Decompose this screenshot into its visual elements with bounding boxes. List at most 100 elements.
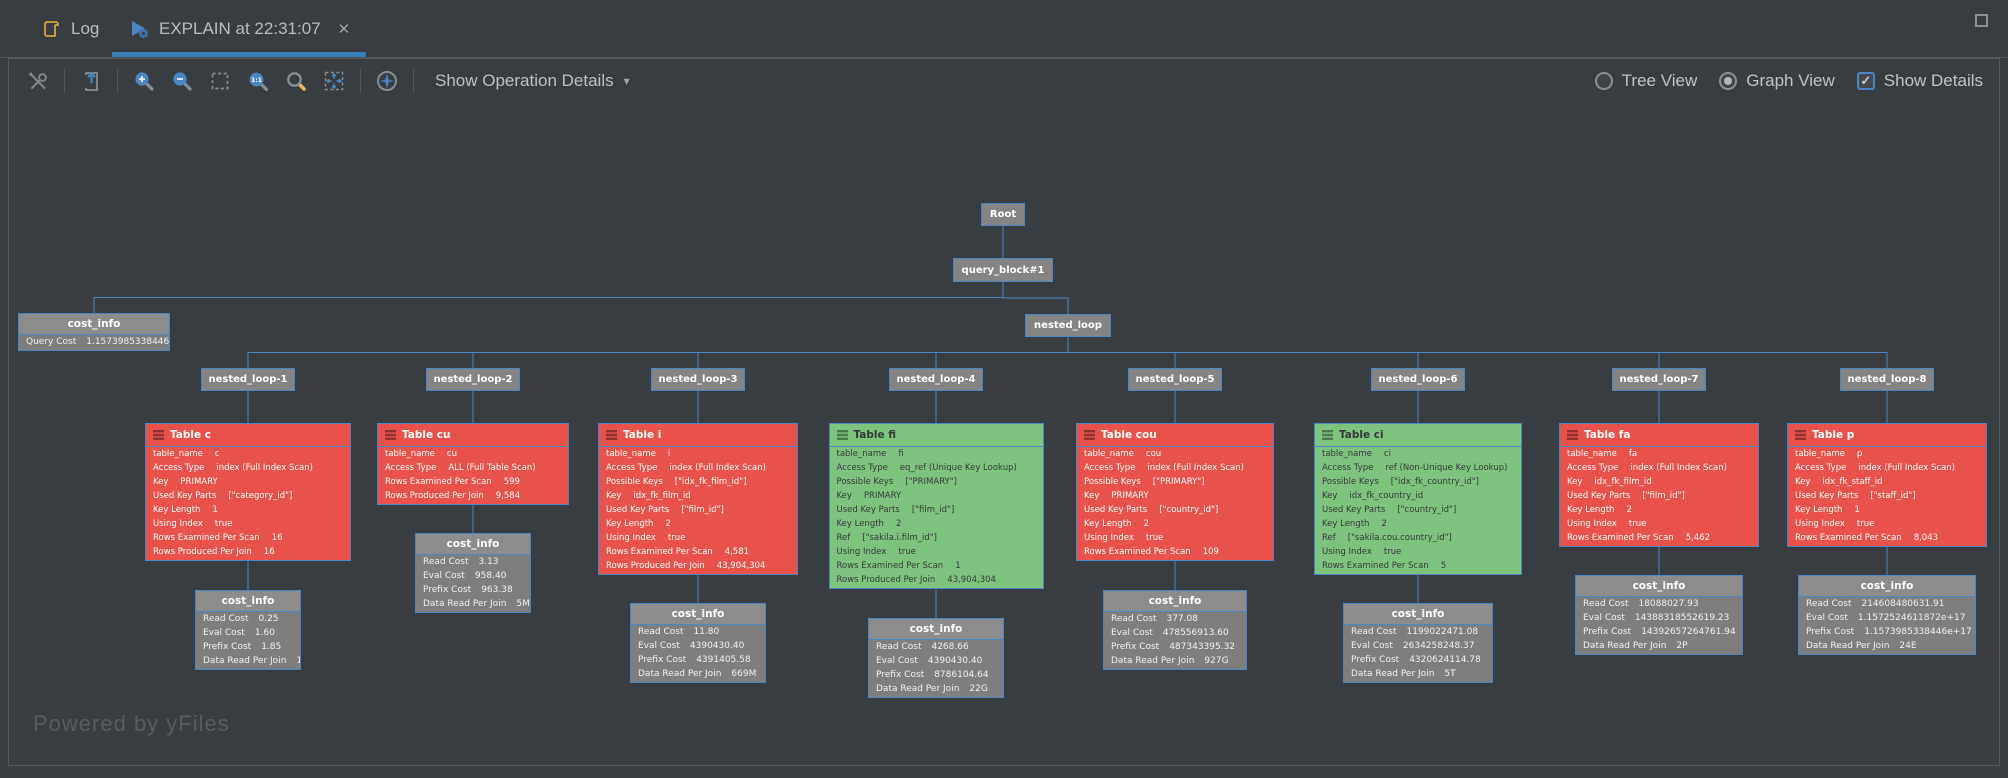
graph-node-nl6[interactable]: nested_loop-6 xyxy=(1371,368,1465,391)
graph-node-tfi[interactable]: Table fi table_name fi Access Type eq_ref (U… xyxy=(828,423,1044,589)
graph-node-ti[interactable]: Table i table_name i Access Type index (Full… xyxy=(598,423,798,575)
cost-row: Eval Cost 478556913.60 xyxy=(1104,626,1246,640)
row-label: Rows Produced Per Join xyxy=(836,575,936,585)
graph-node-tcu[interactable]: Table cu table_name cu Access Type ALL (Full… xyxy=(377,423,569,505)
graph-view-radio[interactable]: Graph View xyxy=(1719,71,1835,91)
tab-explain[interactable]: EXPLAIN at 22:31:07 ✕ xyxy=(112,0,367,57)
graph-node-nl2[interactable]: nested_loop-2 xyxy=(426,368,520,391)
row-value: 1 xyxy=(1854,505,1860,515)
table-row: Rows Examined Per Scan 5 xyxy=(1315,559,1521,573)
table-header: Table p xyxy=(1788,424,1986,447)
operation-details-label: Show Operation Details xyxy=(435,71,614,90)
row-value: ["country_id"] xyxy=(1397,505,1457,515)
table-row: Rows Produced Per Join 43,904,304 xyxy=(830,573,1043,587)
cost-row: Read Cost 11.80 xyxy=(631,625,765,639)
graph-node-qc_cost[interactable]: cost_info Query Cost 1.1573985338446e+17 xyxy=(18,313,170,351)
graph-node-tfi_cost[interactable]: cost_info Read Cost 4268.66 Eval Cost 439043… xyxy=(868,618,1004,698)
cost-row: Eval Cost 1.1572524611872e+17 xyxy=(1799,611,1975,625)
actual-size-icon[interactable]: 1:1 xyxy=(244,67,272,95)
row-label: Key Length xyxy=(1567,505,1615,515)
table-row: Key PRIMARY xyxy=(830,489,1043,503)
graph-node-tc[interactable]: Table c table_name c Access Type index (Full… xyxy=(145,423,351,561)
table-row: Key idx_fk_country_id xyxy=(1315,489,1521,503)
cost-row: Read Cost 377.08 xyxy=(1104,612,1246,626)
graph-node-tfa[interactable]: Table fa table_name fa Access Type index (Fu… xyxy=(1559,423,1759,547)
magnifier-icon[interactable] xyxy=(282,67,310,95)
tab-log[interactable]: Log xyxy=(26,0,115,57)
fit-content-icon[interactable] xyxy=(320,67,348,95)
graph-node-tcou_cost[interactable]: cost_info Read Cost 377.08 Eval Cost 4785569… xyxy=(1103,590,1247,670)
graph-node-nested_loop[interactable]: nested_loop xyxy=(1025,314,1111,337)
row-label: Possible Keys xyxy=(1322,477,1379,487)
graph-node-tfa_cost[interactable]: cost_info Read Cost 18088027.93 Eval Cost 14… xyxy=(1575,575,1743,655)
navigation-compass-icon[interactable] xyxy=(373,67,401,95)
row-value: 1K xyxy=(296,654,300,668)
cost-row: Data Read Per Join 669M xyxy=(631,667,765,681)
table-row: Possible Keys ["PRIMARY"] xyxy=(830,475,1043,489)
table-row: Used Key Parts ["country_id"] xyxy=(1077,503,1273,517)
graph-node-query_block[interactable]: query_block#1 xyxy=(953,258,1053,282)
row-value: 958.40 xyxy=(474,571,507,581)
export-diagram-icon[interactable] xyxy=(77,67,105,95)
graph-node-nl8[interactable]: nested_loop-8 xyxy=(1840,368,1934,391)
window-control-icon[interactable] xyxy=(1975,14,1988,27)
table-row: Used Key Parts ["staff_id"] xyxy=(1788,489,1986,503)
close-icon[interactable]: ✕ xyxy=(337,20,351,38)
explain-run-icon xyxy=(132,20,149,38)
row-label: Rows Examined Per Scan xyxy=(385,477,492,487)
row-label: Data Read Per Join xyxy=(638,669,722,679)
row-value: idx_fk_film_id xyxy=(633,491,691,501)
graph-node-tci[interactable]: Table ci table_name ci Access Type ref (Non-… xyxy=(1314,423,1522,575)
show-details-checkbox[interactable]: ✓ Show Details xyxy=(1856,71,1983,91)
row-label: table_name xyxy=(1795,449,1845,459)
row-value: 487343395.32 xyxy=(1169,642,1236,652)
table-icon xyxy=(1322,430,1333,440)
graph-node-nl1[interactable]: nested_loop-1 xyxy=(201,368,295,391)
row-value: 1.85 xyxy=(261,642,282,652)
table-header: Table fa xyxy=(1560,424,1758,447)
row-label: Read Cost xyxy=(1351,627,1397,637)
chevron-down-icon: ▾ xyxy=(623,74,630,88)
row-label: Key Length xyxy=(606,519,654,529)
table-row: Access Type index (Full Index Scan) xyxy=(1788,461,1986,475)
graph-node-nl3[interactable]: nested_loop-3 xyxy=(651,368,745,391)
graph-edge xyxy=(935,337,1069,368)
graph-node-root[interactable]: Root xyxy=(981,203,1025,226)
table-title: Table cu xyxy=(402,429,451,441)
tab-log-label: Log xyxy=(71,18,100,38)
row-value: 1.1573985338446e+17 xyxy=(1864,627,1972,637)
graph-node-ti_cost[interactable]: cost_info Read Cost 11.80 Eval Cost 4390430.… xyxy=(630,603,766,683)
graph-node-tci_cost[interactable]: cost_info Read Cost 1199022471.08 Eval Cost… xyxy=(1343,603,1493,683)
table-row: Key idx_fk_staff_id xyxy=(1788,475,1986,489)
cost-row: Prefix Cost 963.38 xyxy=(416,583,530,597)
row-label: Eval Cost xyxy=(1583,613,1625,623)
tree-view-radio[interactable]: Tree View xyxy=(1594,71,1697,91)
cost-row: Eval Cost 1.60 xyxy=(196,626,300,640)
explain-graph-canvas[interactable]: Root query_block#1 cost_info Query Cost 1.15… xyxy=(9,103,1999,765)
row-label: Using Index xyxy=(606,533,656,543)
graph-node-tcu_cost[interactable]: cost_info Read Cost 3.13 Eval Cost 958.40 Pre… xyxy=(415,533,531,613)
graph-node-nl5[interactable]: nested_loop-5 xyxy=(1128,368,1222,391)
graph-node-nl7[interactable]: nested_loop-7 xyxy=(1612,368,1706,391)
zoom-in-icon[interactable] xyxy=(130,67,158,95)
graph-node-tp[interactable]: Table p table_name p Access Type index (Full… xyxy=(1787,423,1987,547)
row-label: Prefix Cost xyxy=(638,655,687,665)
cost-info-header: cost_info xyxy=(631,604,765,625)
marquee-select-icon[interactable] xyxy=(206,67,234,95)
operation-details-dropdown[interactable]: Show Operation Details ▾ xyxy=(435,71,630,91)
graph-node-nl4[interactable]: nested_loop-4 xyxy=(889,368,983,391)
view-mode-controls: Tree View Graph View ✓ Show Details xyxy=(1594,59,1983,103)
tools-icon[interactable] xyxy=(24,67,52,95)
row-label: Eval Cost xyxy=(203,628,245,638)
row-label: Data Read Per Join xyxy=(203,656,287,666)
table-row: Key Length 2 xyxy=(599,517,797,531)
cost-info-header: cost_info xyxy=(1576,576,1742,597)
cost-row: Data Read Per Join 2P xyxy=(1576,639,1742,653)
table-title: Table i xyxy=(623,429,662,441)
row-label: Used Key Parts xyxy=(153,491,217,501)
graph-node-tc_cost[interactable]: cost_info Read Cost 0.25 Eval Cost 1.60 Prefi… xyxy=(195,590,301,670)
graph-node-tp_cost[interactable]: cost_info Read Cost 214608480631.91 Eval Co… xyxy=(1798,575,1976,655)
cost-row: Read Cost 1199022471.08 xyxy=(1344,625,1492,639)
zoom-out-icon[interactable] xyxy=(168,67,196,95)
graph-node-tcou[interactable]: Table cou table_name cou Access Type index (… xyxy=(1076,423,1274,561)
